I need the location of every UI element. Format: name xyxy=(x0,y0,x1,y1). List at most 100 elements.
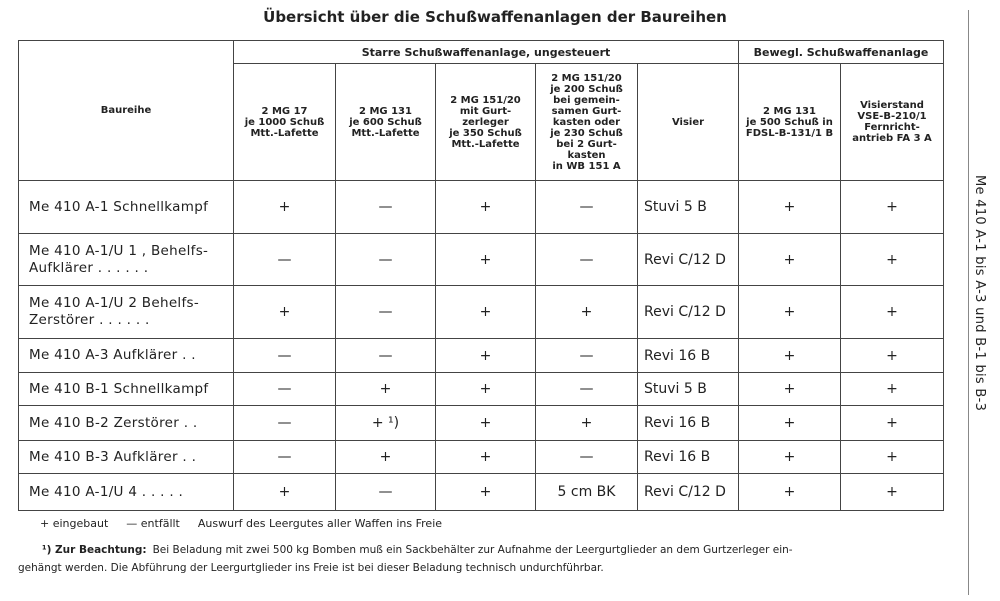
header-line: FDSL-B-131/1 B xyxy=(745,127,834,139)
cell: + xyxy=(738,233,841,286)
header-line: 2 MG 131 xyxy=(763,105,816,117)
cell: + xyxy=(335,372,436,406)
cell: + xyxy=(738,338,841,373)
cell: Revi C/12 D xyxy=(637,285,739,339)
cell: Revi C/12 D xyxy=(637,473,739,511)
name-line: Me 410 B-1 Schnellkampf xyxy=(29,380,209,397)
legend: + eingebaut — entfällt Auswurf des Leergut… xyxy=(40,517,460,530)
cell: + xyxy=(738,440,841,474)
cell: + xyxy=(535,405,638,441)
cell: + xyxy=(840,180,944,234)
cell: — xyxy=(335,338,436,373)
table-row: Me 410 A-1/U 4 . . . . . + — +5 cm BK Revi C… xyxy=(18,473,944,511)
row-name: Me 410 A-1 Schnellkampf xyxy=(18,180,234,234)
row-name: Me 410 A-1/U 4 . . . . . xyxy=(18,473,234,511)
cell: + xyxy=(435,338,536,373)
name-line: Aufklärer . . . . . . xyxy=(29,259,149,276)
header-line: je 230 Schuß xyxy=(550,127,623,139)
cell: + xyxy=(233,180,336,234)
cell: + xyxy=(738,180,841,234)
cell: — xyxy=(233,338,336,373)
header-line: je 500 Schuß in xyxy=(746,116,833,128)
header-line: mit Gurt- xyxy=(459,105,512,117)
header-line: je 350 Schuß xyxy=(449,127,522,139)
name-line: Zerstörer . . . . . . xyxy=(29,312,150,328)
row-name: Me 410 A-3 Aufklärer . . xyxy=(18,338,234,373)
cell: — xyxy=(335,473,436,511)
cell: — xyxy=(233,405,336,441)
column-header: Visierstand VSE-B-210/1 Fernricht-antrieb … xyxy=(840,63,944,181)
footnote-line: gehängt werden. Die Abführung der Leergu… xyxy=(18,562,604,574)
cell: Stuvi 5 B xyxy=(637,180,739,234)
cell: + xyxy=(840,338,944,373)
name-line: Me 410 A-1/U 1 , Behelfs- xyxy=(29,242,209,259)
cell: + xyxy=(535,285,638,339)
footnote-text: Bei Beladung mit zwei 500 kg Bomben muß … xyxy=(152,544,793,556)
side-text: Me 410 A-1 bis A-3 und B-1 bis B-3 xyxy=(972,175,987,412)
header-line: kasten oder xyxy=(552,116,621,128)
column-header: 2 MG 131 je 500 Schuß in FDSL-B-131/1 B xyxy=(738,63,841,181)
cell: + xyxy=(840,473,944,511)
header-line: VSE-B-210/1 xyxy=(857,111,927,122)
cell: + xyxy=(840,440,944,474)
cell: + xyxy=(233,285,336,339)
header-line: 2 MG 151/20 xyxy=(450,94,521,106)
cell: Revi C/12 D xyxy=(637,233,739,286)
cell: — xyxy=(535,233,638,286)
header-line: Visierstand xyxy=(860,100,924,111)
cell: 5 cm BK xyxy=(535,473,638,511)
cell: — xyxy=(535,440,638,474)
name-line: Me 410 A-1 Schnellkampf xyxy=(29,198,209,215)
header-line: Mtt.-Lafette xyxy=(451,138,520,150)
cell: Revi 16 B xyxy=(637,440,739,474)
cell: — xyxy=(535,180,638,234)
table-row: Me 410 A-1/U 1 , Behelfs- Aufklärer . . .… xyxy=(18,233,944,286)
header-line: 2 MG 17 xyxy=(261,105,308,117)
header-row: Baureihe Starre Schußwaffenanlage, ungest… xyxy=(18,40,944,181)
header-line: kasten xyxy=(567,149,606,161)
cell: + xyxy=(840,233,944,286)
cell: + xyxy=(435,285,536,339)
column-header: 2 MG 151/20 je 200 Schuß bei gemein-samen … xyxy=(535,63,638,181)
cell: + xyxy=(435,372,536,406)
footnote: ¹) Zur Beachtung: Bei Beladung mit zwei 5… xyxy=(18,541,948,577)
name-line: Me 410 B-2 Zerstörer . . xyxy=(29,414,198,431)
header-line: je 200 Schuß xyxy=(550,83,623,95)
header-line: bei 2 Gurt- xyxy=(556,138,617,150)
cell: Stuvi 5 B xyxy=(637,372,739,406)
header-line: bei gemein- xyxy=(553,94,620,106)
legend-item: + eingebaut xyxy=(40,517,109,530)
header-line: 2 MG 131 xyxy=(359,105,412,117)
header-line: je 600 Schuß xyxy=(349,116,422,128)
footnote-line: ¹) Zur Beachtung: Bei Beladung mit zwei 5… xyxy=(18,541,948,559)
column-header: Visier xyxy=(637,63,739,181)
cell: + xyxy=(738,372,841,406)
footnote-lead: ¹) Zur Beachtung: xyxy=(42,544,147,556)
cell: + xyxy=(738,285,841,339)
column-header: 2 MG 151/20 mit Gurt-zerleger je 350 Schuß… xyxy=(435,63,536,181)
table-row: Me 410 B-2 Zerstörer . . — + ¹) + + Revi 16 B… xyxy=(18,405,944,441)
header-line: 2 MG 151/20 xyxy=(551,72,622,84)
group-header: Bewegl. Schußwaffenanlage xyxy=(738,40,944,64)
cell: — xyxy=(335,285,436,339)
cell: + xyxy=(435,180,536,234)
header-line: Mtt.-Lafette xyxy=(250,127,319,139)
header-row: 2 MG 17 je 1000 Schuß Mtt.-Lafette 2 MG 131… xyxy=(19,63,944,181)
row-name: Me 410 B-2 Zerstörer . . xyxy=(18,405,234,441)
cell: + xyxy=(840,405,944,441)
row-name: Me 410 B-1 Schnellkampf xyxy=(18,372,234,406)
column-header: 2 MG 17 je 1000 Schuß Mtt.-Lafette xyxy=(233,63,336,181)
cell: Revi 16 B xyxy=(637,338,739,373)
row-header: Baureihe xyxy=(18,40,234,181)
cell: — xyxy=(233,233,336,286)
group-header: Starre Schußwaffenanlage, ungesteuert xyxy=(233,40,739,64)
name-line: Me 410 A-1/U 2 Behelfs- xyxy=(29,295,200,311)
header-line: je 1000 Schuß xyxy=(244,116,325,128)
cell: — xyxy=(335,180,436,234)
margin-rule xyxy=(968,10,969,595)
cell: + ¹) xyxy=(335,405,436,441)
cell: — xyxy=(535,338,638,373)
table-row: Me 410 B-1 Schnellkampf — + + — Stuvi 5 B + + xyxy=(18,372,944,406)
cell: + xyxy=(840,285,944,339)
name-line: Me 410 A-3 Aufklärer . . xyxy=(29,347,196,363)
